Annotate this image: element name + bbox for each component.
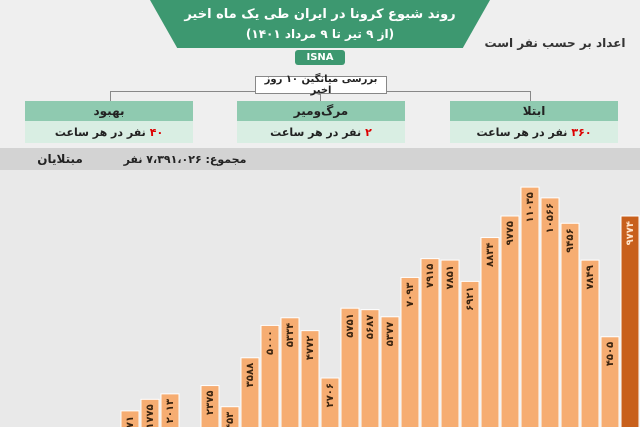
value-label: ۵۰۰۰ (265, 330, 276, 354)
connector (110, 91, 111, 101)
value-label: ۵۳۳۴ (285, 323, 296, 347)
subtitle: (از ۹ تیر تا ۹ مرداد ۱۴۰۱) (245, 27, 395, 41)
box-title: مرگ‌ومیر (237, 101, 405, 121)
bar (420, 258, 440, 427)
bar (280, 317, 300, 427)
note: اعداد بر حسب نفر است (484, 36, 626, 50)
value-label: ۱۷۷۵ (145, 404, 156, 427)
value-label: ۶۹۲۱ (465, 286, 476, 310)
value-label: ۸۸۳۴ (485, 243, 496, 267)
bar (400, 276, 420, 427)
bar (520, 186, 540, 427)
box-value: ۲ (365, 125, 372, 139)
bar (300, 330, 320, 427)
chart-header (0, 148, 640, 170)
value-label: ۵۳۷۷ (385, 322, 396, 346)
value-label: ۲۰۱۳ (165, 399, 176, 423)
bar (120, 410, 140, 427)
bar (620, 215, 640, 427)
bar (600, 336, 620, 427)
connector (320, 91, 321, 101)
bar (500, 215, 520, 427)
value-label: ۷۰۹۳ (405, 282, 416, 306)
box-unit: نفر در هر ساعت (54, 125, 146, 139)
bar (380, 316, 400, 427)
value-label: ۷۹۱۵ (425, 264, 436, 288)
box-value: ۳۶۰ (571, 125, 592, 139)
value-label: ۷۸۴۹ (585, 265, 596, 289)
bar (540, 197, 560, 427)
value-label: ۴۷۷۲ (305, 336, 316, 360)
bar (480, 237, 500, 427)
chart-title: مبتلایان (37, 152, 83, 166)
brand: ISNA (295, 50, 345, 65)
box-value: ۴۰ (149, 125, 164, 139)
title: روند شیوع کرونا در ایران طی یک ماه اخیر (184, 6, 456, 22)
bar (260, 324, 280, 427)
box-title: بهبود (25, 101, 193, 121)
box-body: ۳۶۰ نفر در هر ساعت (450, 121, 618, 143)
bar (160, 393, 180, 427)
value-label: ۲۷۰۶ (325, 383, 336, 407)
value-label: ۴۵۰۵ (605, 342, 616, 366)
value-label: ۱۲۷۱ (125, 416, 136, 427)
box-unit: نفر در هر ساعت (270, 125, 362, 139)
bar (560, 222, 580, 427)
value-label: ۱۴۵۳ (225, 412, 236, 427)
connector (530, 91, 531, 101)
bar (460, 280, 480, 427)
bar (440, 259, 460, 427)
value-label: ۹۷۷۴ (625, 221, 636, 245)
summary-title: بررسی میانگین ۱۰ روز اخیر (255, 74, 387, 96)
value-label: ۵۶۸۷ (365, 315, 376, 339)
bar (320, 377, 340, 427)
box-title: ابتلا (450, 101, 618, 121)
bar (220, 406, 240, 427)
chart-subtitle: مجموع: ۷،۳۹۱،۰۲۶ نفر (123, 153, 247, 166)
value-label: ۵۷۵۱ (345, 313, 356, 337)
bar (580, 259, 600, 427)
box-body: ۲ نفر در هر ساعت (237, 121, 405, 143)
value-label: ۹۴۵۶ (565, 228, 576, 252)
title-banner (150, 0, 490, 48)
value-label: ۳۵۸۸ (245, 363, 256, 387)
value-label: ۲۳۷۵ (205, 391, 216, 415)
value-label: ۷۸۵۱ (445, 265, 456, 289)
bar (360, 309, 380, 427)
bar (140, 398, 160, 427)
box-body: ۴۰ نفر در هر ساعت (25, 121, 193, 143)
value-label: ۱۱۰۳۵ (525, 192, 536, 223)
bar (340, 307, 360, 427)
bar (240, 357, 260, 427)
bar (200, 385, 220, 427)
box-unit: نفر در هر ساعت (476, 125, 568, 139)
value-label: ۱۰۵۶۶ (545, 203, 556, 234)
value-label: ۹۷۷۵ (505, 221, 516, 245)
